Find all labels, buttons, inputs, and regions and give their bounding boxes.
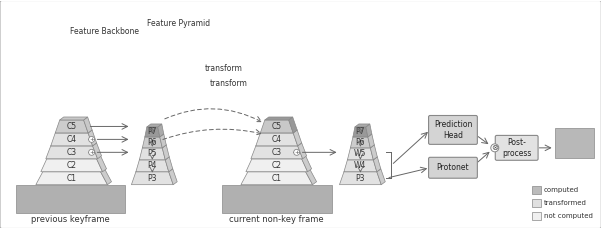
Polygon shape [289, 117, 297, 133]
Polygon shape [169, 169, 177, 185]
Polygon shape [36, 172, 108, 185]
Polygon shape [256, 133, 298, 146]
Text: Feature Pyramid: Feature Pyramid [147, 19, 210, 28]
Text: C3: C3 [66, 148, 77, 157]
Polygon shape [55, 120, 88, 133]
Polygon shape [143, 137, 162, 148]
Polygon shape [140, 157, 169, 160]
Text: Protonet: Protonet [437, 163, 469, 172]
Polygon shape [136, 169, 173, 172]
Text: C1: C1 [66, 174, 77, 183]
Text: +: + [89, 137, 94, 142]
Polygon shape [55, 130, 92, 133]
Text: computed: computed [544, 187, 579, 193]
Polygon shape [347, 157, 378, 160]
Polygon shape [60, 117, 88, 120]
Text: transform: transform [205, 64, 243, 73]
Bar [554, 128, 594, 158]
Circle shape [89, 149, 95, 155]
Text: P3: P3 [147, 174, 157, 183]
Text: +: + [89, 150, 94, 155]
Polygon shape [97, 156, 106, 172]
Text: Prediction
Head: Prediction Head [434, 120, 472, 140]
Polygon shape [248, 169, 310, 172]
Circle shape [491, 144, 499, 152]
Polygon shape [265, 117, 293, 120]
Polygon shape [353, 127, 368, 137]
Text: C5: C5 [66, 122, 77, 131]
Text: C4: C4 [66, 135, 77, 144]
Circle shape [294, 149, 300, 155]
Bar [532, 212, 541, 220]
Polygon shape [88, 130, 97, 146]
Polygon shape [100, 169, 112, 185]
FancyBboxPatch shape [429, 157, 477, 178]
Text: C2: C2 [272, 161, 281, 170]
Polygon shape [344, 160, 377, 172]
Polygon shape [353, 134, 372, 137]
Polygon shape [306, 169, 316, 185]
Polygon shape [252, 156, 306, 159]
Polygon shape [41, 159, 103, 172]
Text: Feature Backbone: Feature Backbone [69, 27, 139, 36]
Polygon shape [145, 127, 160, 137]
Bar [222, 185, 332, 213]
FancyBboxPatch shape [429, 115, 477, 144]
Polygon shape [165, 157, 173, 172]
Text: current non-key frame: current non-key frame [230, 215, 324, 224]
Polygon shape [160, 134, 166, 148]
Polygon shape [158, 124, 164, 137]
Text: Post-
process: Post- process [502, 138, 532, 158]
Text: P7: P7 [147, 127, 157, 136]
Polygon shape [301, 156, 312, 172]
Polygon shape [373, 157, 381, 172]
Text: C4: C4 [272, 135, 282, 144]
Polygon shape [51, 133, 92, 146]
Polygon shape [132, 172, 173, 185]
Text: P6: P6 [356, 138, 365, 147]
Polygon shape [147, 124, 162, 127]
Text: C5: C5 [272, 122, 282, 131]
Polygon shape [145, 134, 164, 137]
Polygon shape [368, 134, 374, 148]
Polygon shape [43, 169, 104, 172]
Polygon shape [136, 160, 169, 172]
Bar [16, 185, 126, 213]
Text: C3: C3 [272, 148, 282, 157]
Polygon shape [293, 130, 301, 146]
Polygon shape [366, 124, 372, 137]
Text: P5: P5 [147, 149, 157, 158]
Polygon shape [47, 156, 100, 159]
Polygon shape [92, 143, 101, 159]
Polygon shape [140, 148, 165, 160]
Text: P3: P3 [356, 174, 365, 183]
Polygon shape [83, 117, 92, 133]
Text: W5: W5 [354, 149, 367, 158]
Polygon shape [51, 143, 97, 146]
Polygon shape [246, 159, 307, 172]
Polygon shape [46, 146, 98, 159]
Text: ⊗: ⊗ [491, 143, 498, 152]
Bar [532, 199, 541, 207]
Polygon shape [162, 145, 169, 160]
Text: P6: P6 [147, 138, 157, 147]
FancyBboxPatch shape [495, 135, 538, 160]
Polygon shape [350, 145, 374, 148]
Polygon shape [344, 169, 381, 172]
Polygon shape [298, 143, 307, 159]
Polygon shape [260, 120, 293, 133]
Text: not computed: not computed [544, 213, 593, 218]
Polygon shape [143, 145, 166, 148]
Text: C1: C1 [272, 174, 281, 183]
Polygon shape [377, 169, 385, 185]
Text: previous keyframe: previous keyframe [31, 215, 110, 224]
Polygon shape [256, 143, 301, 146]
Polygon shape [347, 148, 373, 160]
Polygon shape [355, 124, 370, 127]
Polygon shape [339, 172, 381, 185]
Text: +: + [294, 150, 300, 155]
Bar [532, 186, 541, 194]
Polygon shape [251, 146, 303, 159]
Circle shape [89, 136, 95, 142]
